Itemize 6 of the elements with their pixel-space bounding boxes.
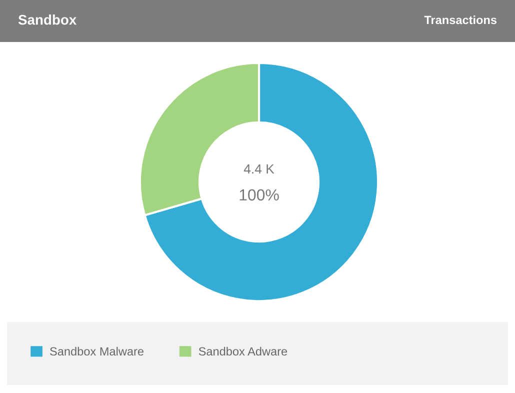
legend-label: Sandbox Malware (50, 346, 144, 356)
legend-label: Sandbox Adware (198, 346, 288, 356)
text: Transactions (424, 16, 497, 24)
text: 4.4 K (244, 164, 274, 174)
text: 100% (240, 189, 279, 201)
chart-title: Sandbox (18, 14, 77, 25)
